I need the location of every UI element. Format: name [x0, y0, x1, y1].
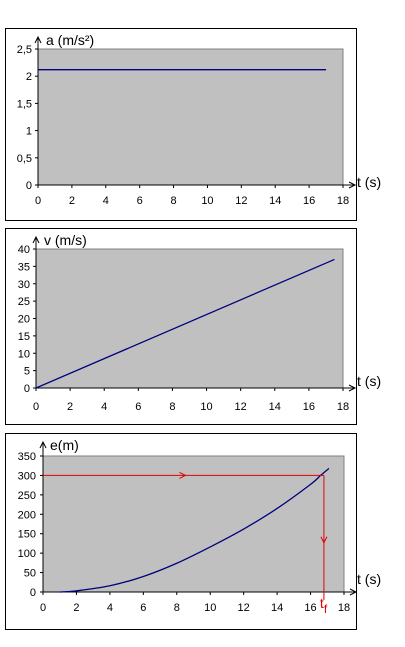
x-axis-label: t (s): [357, 174, 381, 190]
x-tick-label: 2: [73, 602, 79, 614]
x-axis-arrow: [349, 588, 358, 596]
y-axis-arrow: [39, 440, 47, 449]
chart-velocity: 0 2 4 6 8 10 12 14 16 18 0 5 10 15 20 25 30 35 40 v (m/s) t …: [18, 232, 381, 413]
x-tick-label: 4: [101, 401, 107, 413]
x-tick-label: 8: [170, 195, 176, 207]
x-axis-arrow: [348, 181, 357, 189]
series-line: [59, 467, 330, 593]
chart-acceleration: 0 2 4 6 8 10 12 14 16 18 0 0,5 1 1,5 2 2,5 a (m/s²) t (s): [17, 32, 381, 207]
y-tick-label: 100: [18, 548, 36, 560]
x-axis-label: t (s): [357, 373, 381, 389]
x-tick-label: 0: [40, 602, 46, 614]
x-tick-label: 12: [238, 602, 250, 614]
y-tick-label: 30: [18, 279, 30, 291]
y-tick-label: 5: [24, 366, 30, 378]
y-tick-label: 25: [18, 296, 30, 308]
y-tick-label: 10: [18, 348, 30, 360]
y-tick-label: 0: [26, 180, 32, 192]
plot-area: [37, 48, 344, 186]
annotation-arrow-down: [320, 536, 328, 544]
y-tick-label: 0: [30, 587, 36, 599]
x-tick-label: 2: [69, 195, 75, 207]
annotation-label-subscript: f: [324, 602, 328, 616]
x-tick-label: 12: [235, 195, 247, 207]
x-tick-label: 12: [235, 401, 247, 413]
x-tick-label: 16: [303, 195, 315, 207]
x-tick-label: 10: [201, 195, 213, 207]
y-tick-label: 40: [18, 244, 30, 256]
y-tick-label: 200: [18, 509, 36, 521]
series-line: [35, 258, 335, 389]
x-tick-label: 18: [338, 602, 350, 614]
x-tick-label: 8: [174, 602, 180, 614]
y-tick-label: 250: [18, 490, 36, 502]
x-tick-label: 16: [304, 602, 316, 614]
x-tick-label: 2: [67, 401, 73, 413]
x-tick-label: 4: [103, 195, 109, 207]
y-axis-label: a (m/s²): [46, 32, 94, 48]
y-tick-label: 1,5: [17, 98, 32, 110]
y-tick-label: 150: [18, 529, 36, 541]
y-tick-label: 0,5: [17, 153, 32, 165]
annotation-label: tf: [320, 595, 328, 616]
y-tick-label: 1: [26, 126, 32, 138]
x-tick-label: 4: [107, 602, 113, 614]
x-tick-label: 14: [271, 602, 283, 614]
x-axis-label: t (s): [357, 571, 381, 587]
y-tick-label: 35: [18, 261, 30, 273]
y-tick-label: 300: [18, 470, 36, 482]
x-tick-label: 14: [269, 195, 281, 207]
x-tick-label: 0: [35, 195, 41, 207]
plot-area: [42, 455, 345, 593]
annotation-arrow-right: [179, 471, 187, 479]
x-tick-label: 6: [140, 602, 146, 614]
x-tick-label: 6: [137, 195, 143, 207]
y-tick-label: 350: [18, 451, 36, 463]
x-tick-label: 18: [337, 401, 349, 413]
y-axis-label: e(m): [50, 437, 79, 453]
y-tick-label: 2: [26, 71, 32, 83]
x-tick-label: 10: [204, 602, 216, 614]
plot-area: [35, 248, 344, 389]
x-tick-label: 18: [337, 195, 349, 207]
y-tick-label: 0: [24, 383, 30, 395]
x-tick-label: 10: [200, 401, 212, 413]
y-tick-label: 20: [18, 314, 30, 326]
chart-position: 0 2 4 6 8 10 12 14 16 18 0 50 100 150 200 250 300 350 e(m)…: [18, 437, 381, 616]
y-axis-arrow: [32, 235, 40, 244]
y-tick-label: 2,5: [17, 44, 32, 56]
x-axis-arrow: [348, 384, 357, 392]
y-axis-arrow: [34, 35, 42, 44]
x-tick-label: 0: [33, 401, 39, 413]
x-tick-label: 14: [269, 401, 281, 413]
y-tick-label: 50: [24, 568, 36, 580]
x-tick-label: 6: [135, 401, 141, 413]
x-tick-label: 8: [169, 401, 175, 413]
y-tick-label: 15: [18, 331, 30, 343]
x-tick-label: 16: [303, 401, 315, 413]
y-axis-label: v (m/s): [44, 232, 87, 248]
